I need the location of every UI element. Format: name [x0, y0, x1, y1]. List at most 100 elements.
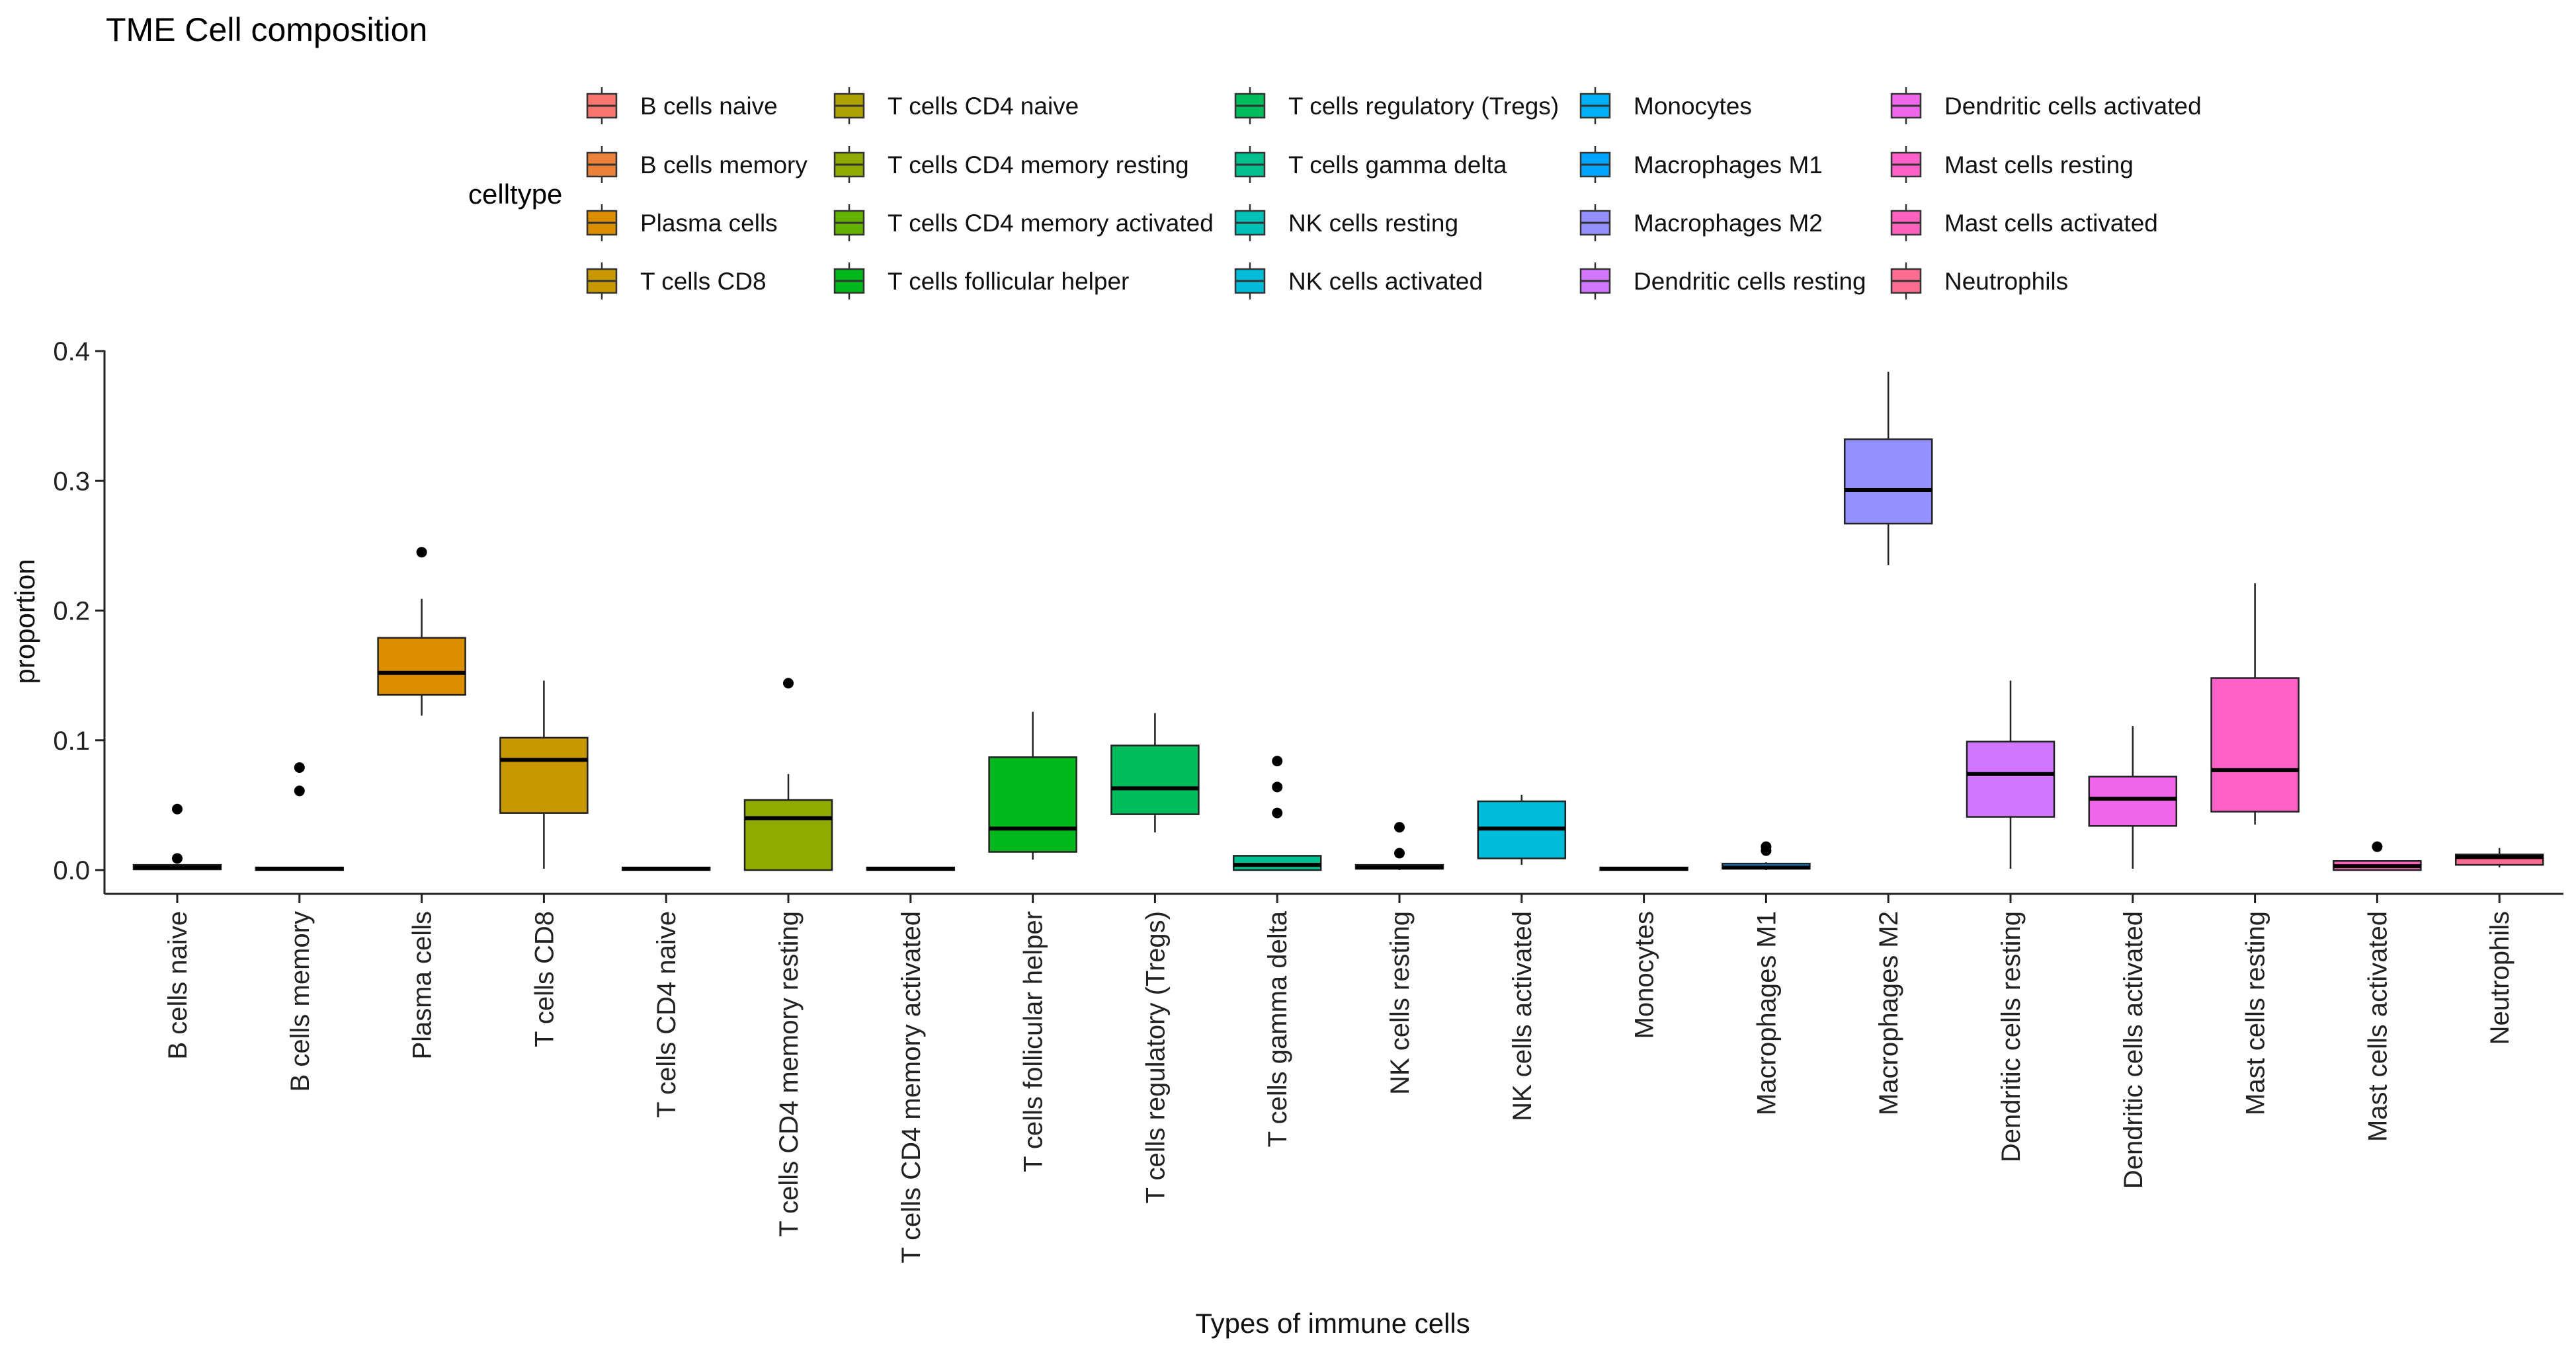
- x-tick-label: T cells follicular helper: [1019, 911, 1048, 1172]
- outlier-point: [783, 678, 794, 689]
- outlier-point: [1394, 822, 1405, 833]
- x-tick-label: Dendritic cells resting: [1997, 911, 2026, 1162]
- legend-label: T cells gamma delta: [1288, 151, 1507, 179]
- y-tick-label: 0.1: [53, 727, 90, 756]
- y-axis: 0.0 0.1 0.2 0.3 0.4: [53, 337, 104, 885]
- x-tick-label: Macrophages M2: [1874, 911, 1903, 1115]
- x-tick-label: T cells CD8: [530, 911, 559, 1047]
- y-tick-label: 0.4: [53, 337, 90, 366]
- legend-item: T cells CD4 naive: [833, 87, 1079, 124]
- legend-title: celltype: [468, 179, 562, 210]
- legend: celltype B cells naive B cells memory Plas…: [468, 87, 2202, 299]
- legend-item: Macrophages M2: [1579, 204, 1823, 241]
- boxes: [132, 372, 2544, 871]
- legend-item: T cells gamma delta: [1234, 146, 1507, 183]
- box-5: [743, 678, 833, 871]
- box-iqr: [1110, 744, 1200, 815]
- legend-label: T cells regulatory (Tregs): [1288, 93, 1559, 120]
- legend-item: Monocytes: [1579, 87, 1752, 124]
- box-11: [1477, 795, 1567, 865]
- x-tick-label: T cells CD4 naive: [652, 911, 681, 1118]
- outlier-point: [2372, 841, 2383, 852]
- legend-label: Macrophages M2: [1634, 210, 1823, 237]
- box-4: [621, 866, 711, 871]
- box-17: [2210, 583, 2300, 825]
- legend-item: T cells CD4 memory activated: [833, 204, 1214, 241]
- legend-item: B cells naive: [586, 87, 778, 124]
- x-tick-label: Mast cells activated: [2363, 911, 2392, 1142]
- y-tick-label: 0.3: [53, 467, 90, 496]
- legend-item: Plasma cells: [586, 204, 778, 241]
- box-6: [866, 866, 956, 871]
- outlier-point: [1272, 781, 1283, 793]
- box-iqr: [988, 756, 1077, 853]
- x-axis-title: Types of immune cells: [1195, 1308, 1470, 1339]
- outlier-point: [294, 762, 305, 773]
- legend-item: T cells CD8: [586, 262, 767, 299]
- legend-item: Neutrophils: [1890, 262, 2068, 299]
- plot-area: 0.0 0.1 0.2 0.3 0.4 B cells naive B cells mem…: [53, 337, 2563, 1263]
- legend-label: T cells CD4 memory resting: [888, 151, 1189, 179]
- legend-item: NK cells resting: [1234, 204, 1458, 241]
- box-iqr: [1966, 740, 2056, 818]
- legend-label: Macrophages M1: [1634, 151, 1823, 179]
- box-3: [499, 680, 589, 869]
- legend-label: Dendritic cells activated: [1944, 93, 2202, 120]
- box-19: [2454, 848, 2544, 868]
- chart-title: TME Cell composition: [106, 11, 427, 48]
- legend-label: B cells memory: [640, 151, 808, 179]
- legend-item: T cells regulatory (Tregs): [1234, 87, 1559, 124]
- box-1: [255, 762, 345, 871]
- x-tick-label: B cells naive: [163, 911, 192, 1060]
- box-iqr: [1843, 438, 1933, 525]
- x-tick-label: Dendritic cells activated: [2119, 911, 2148, 1189]
- legend-label: Neutrophils: [1944, 268, 2068, 295]
- legend-label: Mast cells activated: [1944, 210, 2158, 237]
- outlier-point: [172, 853, 183, 864]
- x-tick-label: T cells CD4 memory resting: [774, 911, 804, 1237]
- legend-label: Mast cells resting: [1944, 151, 2134, 179]
- outlier-point: [416, 547, 427, 558]
- x-tick-label: T cells regulatory (Tregs): [1141, 911, 1170, 1203]
- box-iqr: [377, 637, 466, 696]
- legend-item: Mast cells resting: [1890, 146, 2134, 183]
- legend-label: T cells follicular helper: [888, 268, 1129, 295]
- outlier-point: [172, 803, 183, 815]
- box-2: [377, 547, 466, 716]
- outlier-point: [1272, 807, 1283, 818]
- outlier-point: [1272, 756, 1283, 767]
- legend-item: T cells CD4 memory resting: [833, 146, 1189, 183]
- legend-label: Plasma cells: [640, 210, 778, 237]
- box-iqr: [499, 737, 589, 814]
- legend-label: NK cells activated: [1288, 268, 1483, 295]
- box-18: [2333, 841, 2422, 871]
- box-14: [1843, 372, 1933, 565]
- outlier-point: [294, 785, 305, 797]
- box-10: [1354, 822, 1444, 870]
- x-tick-label: NK cells resting: [1386, 911, 1415, 1095]
- legend-label: Monocytes: [1634, 93, 1752, 120]
- box-12: [1599, 866, 1688, 871]
- legend-item: T cells follicular helper: [833, 262, 1129, 299]
- box-8: [1110, 713, 1200, 833]
- box-iqr: [2088, 776, 2178, 827]
- y-axis-title: proportion: [9, 559, 40, 684]
- x-tick-label: NK cells activated: [1508, 911, 1537, 1121]
- x-tick-label: Plasma cells: [408, 911, 437, 1060]
- x-tick-label: T cells gamma delta: [1263, 910, 1292, 1147]
- x-tick-label: T cells CD4 memory activated: [897, 911, 926, 1263]
- x-tick-label: B cells memory: [286, 911, 315, 1092]
- legend-label: T cells CD4 naive: [888, 93, 1079, 120]
- box-7: [988, 711, 1077, 860]
- legend-label: T cells CD8: [640, 268, 767, 295]
- box-0: [132, 803, 222, 871]
- legend-item: B cells memory: [586, 146, 808, 183]
- legend-item: Dendritic cells resting: [1579, 262, 1866, 299]
- box-9: [1232, 756, 1322, 871]
- y-tick-label: 0.2: [53, 597, 90, 626]
- x-tick-label: Neutrophils: [2485, 911, 2514, 1045]
- legend-item: Mast cells activated: [1890, 204, 2158, 241]
- x-tick-label: Macrophages M1: [1752, 911, 1781, 1115]
- box-16: [2088, 726, 2178, 869]
